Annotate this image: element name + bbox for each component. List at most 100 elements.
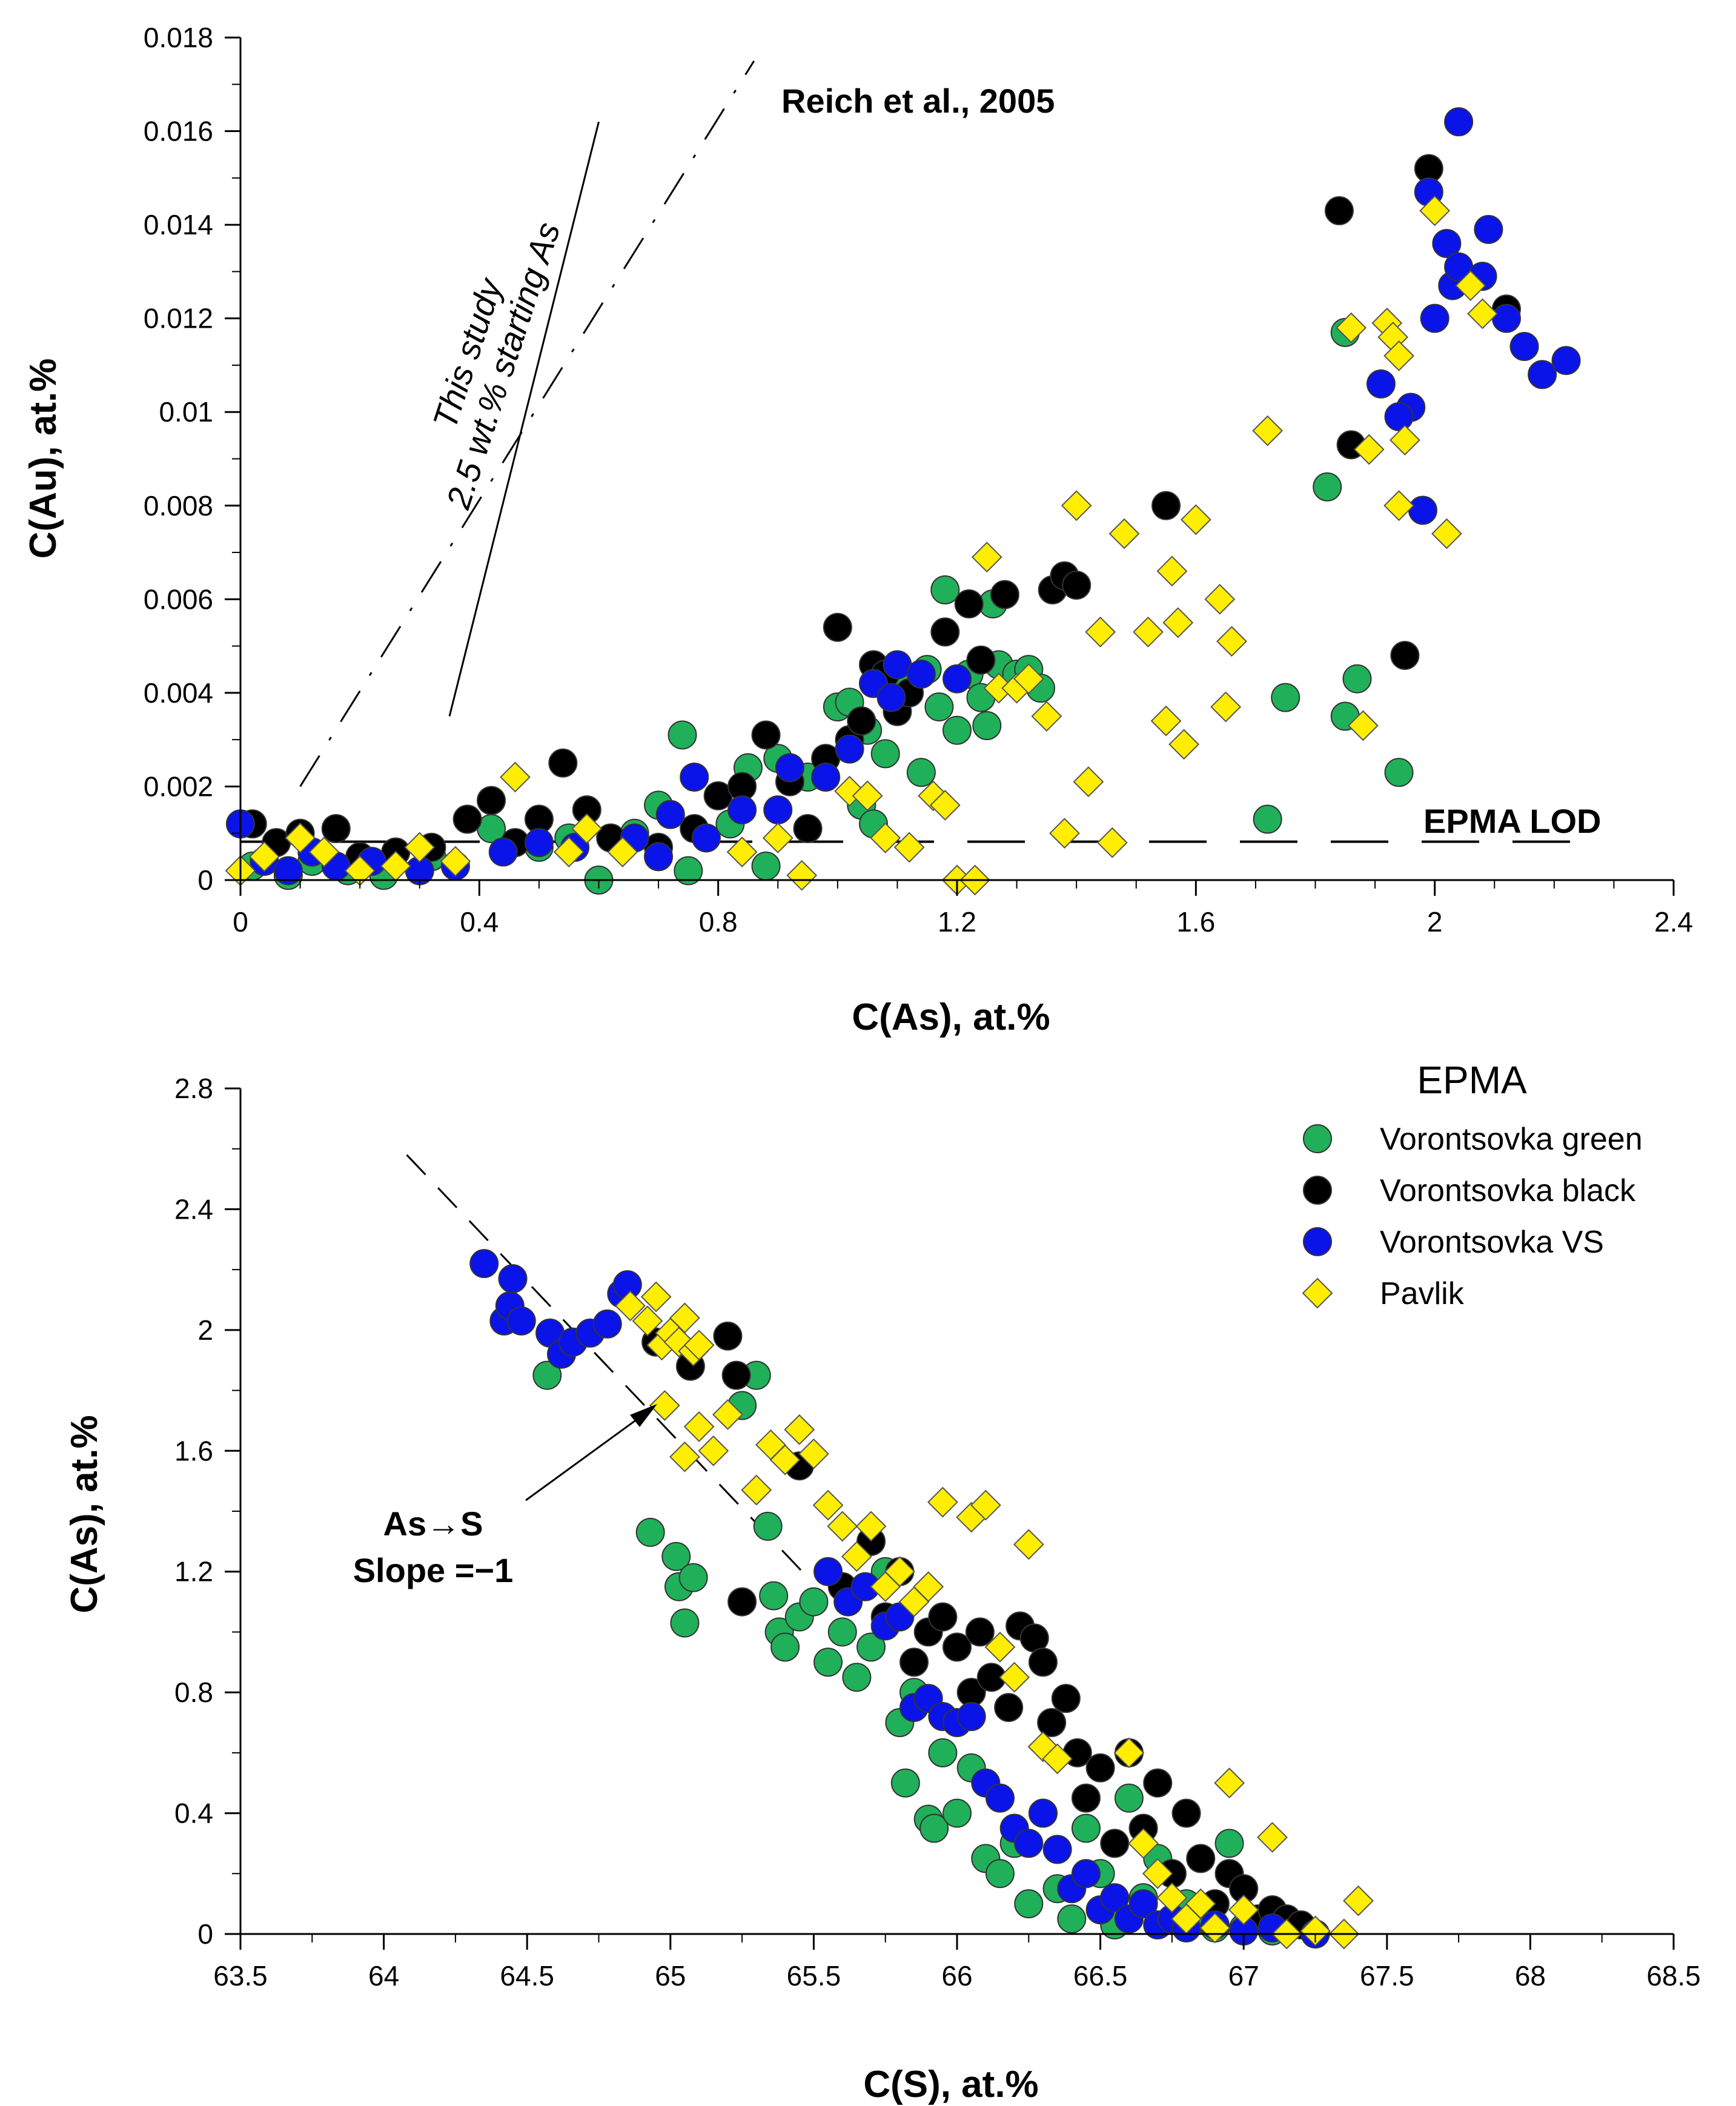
data-point-pavlik [1096, 827, 1128, 858]
slope-label-line2: Slope =−1 [353, 1551, 514, 1589]
data-point-vorontsovka-black [548, 748, 578, 778]
data-point-pavlik [769, 1444, 801, 1475]
data-point-vorontsovka-vs [906, 659, 936, 689]
data-point-pavlik [571, 813, 603, 844]
data-point-vorontsovka-green [1271, 683, 1300, 712]
data-point-pavlik [852, 780, 883, 812]
y-tick-label: 1.6 [174, 1435, 213, 1466]
data-point-vorontsovka-black [930, 617, 960, 647]
data-point-vorontsovka-vs [680, 762, 709, 792]
y-tick-label: 0.004 [144, 677, 213, 709]
data-point-vorontsovka-vs [943, 664, 972, 694]
data-point-vorontsovka-vs [1128, 1889, 1158, 1919]
data-point-vorontsovka-black [721, 1360, 751, 1390]
data-point-vorontsovka-black [943, 1632, 972, 1662]
data-point-vorontsovka-green [1342, 664, 1372, 694]
data-point-vorontsovka-vs [1444, 107, 1474, 137]
data-point-vorontsovka-green [1253, 804, 1282, 834]
data-point-vorontsovka-black [1071, 1783, 1101, 1813]
x-tick-label: 66.5 [1073, 1960, 1128, 1992]
data-point-vorontsovka-green [906, 758, 936, 787]
data-point-vorontsovka-vs [775, 753, 804, 783]
slope-label-line1: As→S [383, 1505, 483, 1543]
data-point-pavlik [1216, 626, 1247, 657]
y-tick-label: 0.008 [144, 490, 213, 522]
data-point-pavlik [1336, 312, 1367, 343]
data-point-pavlik [1156, 1882, 1188, 1913]
data-point-pavlik [1108, 518, 1140, 549]
y-tick-label: 0 [197, 864, 213, 896]
data-point-vorontsovka-black [965, 1617, 995, 1647]
series-pavlik [615, 1281, 1374, 1950]
data-point-vorontsovka-vs [1491, 303, 1521, 333]
data-point-vorontsovka-vs [1366, 369, 1396, 399]
data-point-pavlik [698, 1435, 729, 1466]
legend-label: Vorontsovka green [1380, 1122, 1643, 1157]
data-point-pavlik [841, 1541, 872, 1572]
data-point-pavlik [1228, 1894, 1259, 1926]
data-point-vorontsovka-green [635, 1517, 665, 1547]
data-point-pavlik [1133, 617, 1164, 647]
data-point-pavlik [1204, 583, 1236, 615]
data-point-vorontsovka-green [930, 575, 960, 604]
x-tick-label: 68 [1515, 1960, 1546, 1992]
data-point-vorontsovka-vs [592, 1309, 622, 1339]
data-point-pavlik [1168, 729, 1200, 760]
data-point-pavlik [1419, 195, 1451, 227]
data-point-vorontsovka-black [1085, 1753, 1115, 1783]
data-point-vorontsovka-vs [885, 1602, 915, 1632]
series-vorontsovka-vs [226, 107, 1581, 886]
data-point-pavlik [913, 1571, 944, 1603]
data-point-pavlik [884, 1556, 915, 1588]
data-point-vorontsovka-vs [763, 795, 793, 825]
data-point-pavlik [500, 761, 531, 793]
data-point-vorontsovka-vs [488, 837, 518, 867]
y-tick-label: 0.01 [159, 396, 213, 428]
data-point-vorontsovka-green [856, 1632, 886, 1662]
data-point-vorontsovka-green [668, 720, 697, 750]
data-point-pavlik [669, 1441, 700, 1472]
legend-marker-vorontsovka-black [1303, 1176, 1332, 1205]
data-point-pavlik [1142, 1858, 1173, 1889]
legend-marker-vorontsovka-green [1303, 1124, 1332, 1153]
x-tick-label: 63.5 [213, 1960, 268, 1992]
data-point-vorontsovka-vs [644, 842, 674, 872]
data-point-vorontsovka-black [1037, 1708, 1067, 1737]
data-point-vorontsovka-green [924, 692, 954, 722]
data-point-pavlik [632, 1305, 663, 1337]
legend-marker-pavlik [1302, 1277, 1333, 1309]
x-tick-label: 2.4 [1654, 906, 1693, 938]
legend-label: Vorontsovka VS [1380, 1225, 1604, 1260]
slope-arrow [525, 1404, 657, 1502]
data-point-vorontsovka-green [1114, 1783, 1144, 1813]
data-point-vorontsovka-vs [1384, 402, 1414, 431]
data-point-vorontsovka-green [1057, 1904, 1087, 1934]
legend-item-pavlik: Pavlik [1302, 1276, 1465, 1311]
x-axis-title-top: C(As), at.% [852, 996, 1050, 1038]
data-point-vorontsovka-green [985, 1859, 1015, 1889]
data-point-pavlik [870, 823, 901, 853]
x-tick-label: 0.4 [460, 906, 499, 938]
data-point-pavlik [553, 836, 585, 868]
data-point-pavlik [1185, 1888, 1216, 1919]
data-point-vorontsovka-black [1186, 1844, 1216, 1873]
data-point-vorontsovka-black [713, 1321, 743, 1351]
data-point-pavlik [798, 1438, 829, 1469]
data-point-pavlik [1210, 691, 1242, 723]
this-study-2-5-wt-starting-as-line [448, 121, 600, 717]
legend-label: Pavlik [1380, 1276, 1465, 1311]
data-point-pavlik [786, 859, 818, 891]
data-point-vorontsovka-black [1062, 571, 1092, 600]
data-point-pavlik [1156, 555, 1188, 587]
data-point-pavlik [827, 1511, 858, 1542]
data-point-pavlik [927, 1486, 958, 1518]
legend-item-vorontsovka-green: Vorontsovka green [1303, 1122, 1643, 1157]
data-point-vorontsovka-green [943, 715, 972, 745]
data-point-pavlik [607, 836, 638, 868]
data-point-pavlik [404, 832, 436, 863]
data-point-pavlik [712, 1399, 743, 1430]
legend-label: Vorontsovka black [1380, 1173, 1636, 1208]
data-point-pavlik [855, 1511, 887, 1542]
data-point-vorontsovka-green [1071, 1813, 1101, 1843]
data-point-vorontsovka-black [1143, 1768, 1173, 1798]
